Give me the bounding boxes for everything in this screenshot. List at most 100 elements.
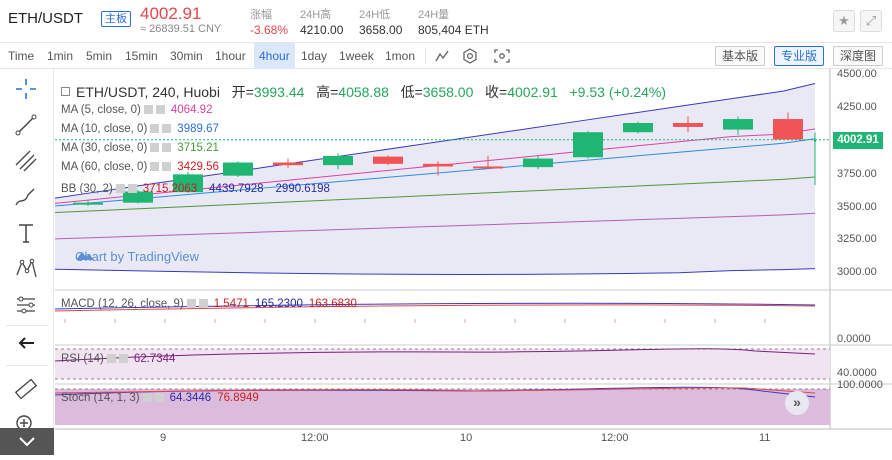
chart-area[interactable]: ETH/USDT, 240, Huobi 开=3993.44 高=4058.88…: [55, 68, 892, 455]
tf-1hour[interactable]: 1hour: [215, 49, 246, 63]
close-icon[interactable]: [154, 393, 164, 402]
price-tick: 4250.00: [837, 101, 877, 113]
close-icon[interactable]: [162, 143, 172, 152]
time-tick: 10: [460, 432, 473, 444]
candle-body: [523, 158, 553, 168]
screenshot-icon[interactable]: [492, 47, 512, 65]
close-icon[interactable]: [118, 354, 128, 363]
tf-1day[interactable]: 1day: [301, 49, 328, 63]
tradingview-watermark[interactable]: Chart by TradingView: [75, 249, 199, 264]
settings-icon[interactable]: [460, 47, 480, 65]
brush-icon[interactable]: [12, 183, 40, 211]
settings-icon[interactable]: [115, 184, 125, 193]
settings-icon[interactable]: [186, 299, 196, 308]
close-icon[interactable]: [162, 124, 172, 133]
low-24h-label: 24H低: [359, 9, 391, 21]
settings-icon[interactable]: [150, 162, 160, 171]
ma10-value: 3989.67: [177, 123, 219, 135]
candle-body: [123, 191, 153, 203]
candle-body: [423, 163, 453, 167]
mode-pro-button[interactable]: 专业版: [774, 46, 825, 66]
ma10-legend[interactable]: MA (10, close, 0) 3989.67: [61, 123, 219, 135]
tf-30min[interactable]: 30min: [170, 49, 203, 63]
crosshair-icon[interactable]: [12, 75, 40, 103]
ma5-name: MA (5, close, 0): [61, 104, 141, 116]
ma30-legend[interactable]: MA (30, close, 0) 3715.21: [61, 142, 219, 154]
ma5-legend[interactable]: MA (5, close, 0) 4064.92: [61, 104, 212, 116]
close-icon[interactable]: [198, 299, 208, 308]
rsi-legend[interactable]: RSI (14) 62.7344: [61, 353, 175, 365]
candle-body: [573, 132, 603, 158]
mode-basic-button[interactable]: 基本版: [715, 46, 766, 66]
drawing-toolbar: [0, 69, 54, 455]
candle-body: [173, 174, 203, 193]
last-price-cny: ≈ 26839.51 CNY: [140, 23, 222, 35]
settings-icon[interactable]: [150, 143, 160, 152]
ruler-icon[interactable]: [12, 375, 40, 403]
text-tool-icon[interactable]: [12, 219, 40, 247]
tradingview-logo-icon: [76, 252, 94, 260]
ma10-name: MA (10, close, 0): [61, 123, 148, 135]
mode-depth-button[interactable]: 深度图: [833, 46, 884, 66]
candle-body: [623, 123, 653, 133]
candle-body: [723, 119, 753, 130]
volume-24h-label: 24H量: [418, 9, 450, 21]
settings-icon[interactable]: [143, 105, 153, 114]
stoch-tick: 100.0000: [837, 379, 883, 391]
tf-5min[interactable]: 5min: [86, 49, 113, 63]
stoch-band-fill: [55, 389, 830, 425]
macd-name: MACD (12, 26, close, 9): [61, 298, 184, 310]
pair-name[interactable]: ETH/USDT: [8, 10, 83, 27]
settings-icon[interactable]: [150, 124, 160, 133]
settings-icon[interactable]: [106, 354, 116, 363]
fullscreen-icon[interactable]: ⤢: [860, 10, 882, 32]
trendline-icon[interactable]: [12, 111, 40, 139]
back-arrow-icon[interactable]: [12, 329, 40, 357]
tf-15min[interactable]: 15min: [125, 49, 158, 63]
tf-1mon[interactable]: 1mon: [385, 49, 416, 63]
board-tag: 主板: [101, 11, 131, 27]
prediction-icon[interactable]: [12, 291, 40, 319]
high-label: 高=: [316, 84, 339, 100]
ma60-legend[interactable]: MA (60, close, 0) 3429.56: [61, 161, 219, 173]
close-icon[interactable]: [155, 105, 165, 114]
indicators-icon[interactable]: [432, 47, 452, 65]
rsi-line: [55, 348, 816, 362]
tf-4hour[interactable]: 4hour: [254, 43, 295, 69]
tf-1week[interactable]: 1week: [339, 49, 374, 63]
ma30-name: MA (30, close, 0): [61, 142, 148, 154]
time-tick: 9: [160, 432, 167, 444]
close-icon[interactable]: [127, 184, 137, 193]
stoch-d-line: [55, 387, 816, 394]
price-tick: 4500.00: [837, 68, 877, 80]
low-value: 3658.00: [422, 84, 474, 100]
bb-legend[interactable]: BB (30, 2) 3715.2063 4439.7928 2990.6198: [61, 183, 330, 195]
chart-canvas[interactable]: [55, 69, 892, 455]
macd-legend[interactable]: MACD (12, 26, close, 9) 1.5471 165.2300 163…: [61, 298, 357, 310]
collapse-toolbar-button[interactable]: [0, 428, 54, 455]
settings-icon[interactable]: [142, 393, 152, 402]
pattern-icon[interactable]: [12, 255, 40, 283]
collapse-legend-icon[interactable]: [61, 87, 70, 96]
tf-1min[interactable]: 1min: [47, 49, 74, 63]
macd-signal-line: [55, 304, 816, 312]
change-value: -3.68%: [250, 23, 289, 37]
tool-divider: [6, 365, 48, 366]
stoch-legend[interactable]: Stoch (14, 1, 3) 64.3446 76.8949: [61, 392, 259, 404]
star-icon[interactable]: ★: [833, 10, 855, 32]
close-icon[interactable]: [162, 162, 172, 171]
last-price: 4002.91: [140, 4, 202, 23]
ma60-value: 3429.56: [177, 161, 219, 173]
change-value: +9.53 (+0.24%): [569, 84, 667, 100]
tf-time[interactable]: Time: [8, 49, 35, 63]
rsi-name: RSI (14): [61, 353, 104, 365]
close-label: 收=: [485, 84, 508, 100]
price-tick: 3000.00: [837, 266, 877, 278]
scroll-to-realtime-button[interactable]: »: [785, 391, 809, 415]
ticker-header: ETH/USDT 主板 4002.91 ≈ 26839.51 CNY 涨幅 -3…: [0, 0, 892, 42]
close-value: 4002.91: [507, 84, 558, 100]
macd-tick: 0.0000: [837, 333, 871, 345]
last-price-tag: 4002.91: [833, 132, 883, 149]
ma30-value: 3715.21: [177, 142, 219, 154]
fib-channel-icon[interactable]: [12, 147, 40, 175]
